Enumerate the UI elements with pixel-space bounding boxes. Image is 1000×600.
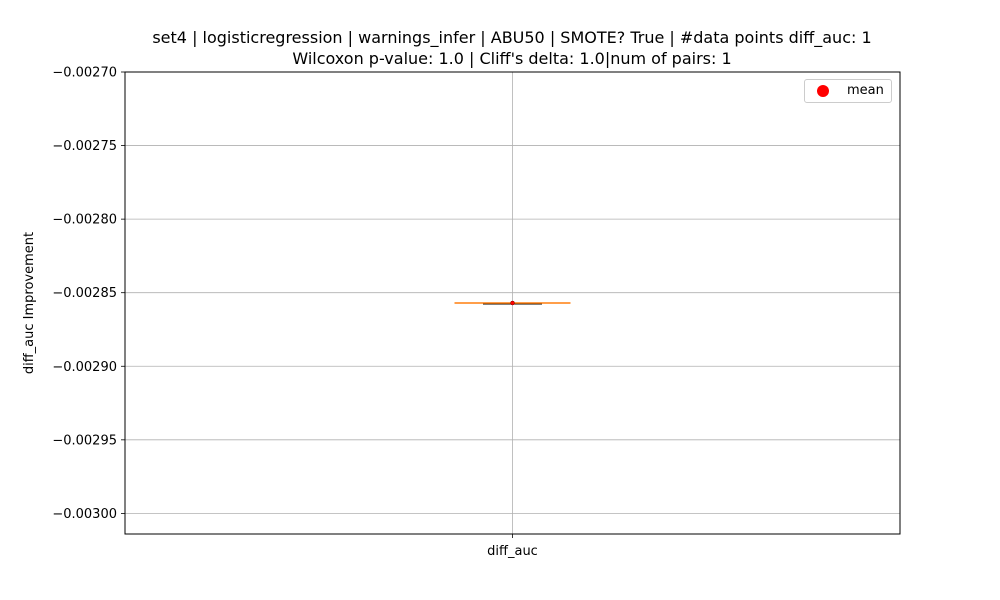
y-tick-label: −0.00295	[52, 433, 117, 448]
legend: mean	[804, 79, 892, 103]
y-tick-label: −0.00290	[52, 360, 117, 375]
legend-mean-marker	[817, 85, 829, 97]
plot-frame	[124, 71, 901, 535]
y-tick-label: −0.00280	[52, 213, 117, 228]
mean-point	[510, 300, 515, 306]
y-axis-label: diff_auc Improvement	[22, 231, 37, 375]
y-tick-label: −0.00285	[52, 286, 117, 301]
y-tick-label: −0.00270	[52, 66, 117, 81]
y-tick-label: −0.00275	[52, 139, 117, 154]
chart-title: set4 | logisticregression | warnings_inf…	[152, 28, 872, 47]
legend-mean-label: mean	[847, 83, 884, 98]
chart-subtitle: Wilcoxon p-value: 1.0 | Cliff's delta: 1…	[292, 49, 732, 68]
x-tick-label: diff_auc	[487, 544, 538, 559]
y-tick-label: −0.00300	[52, 507, 117, 522]
